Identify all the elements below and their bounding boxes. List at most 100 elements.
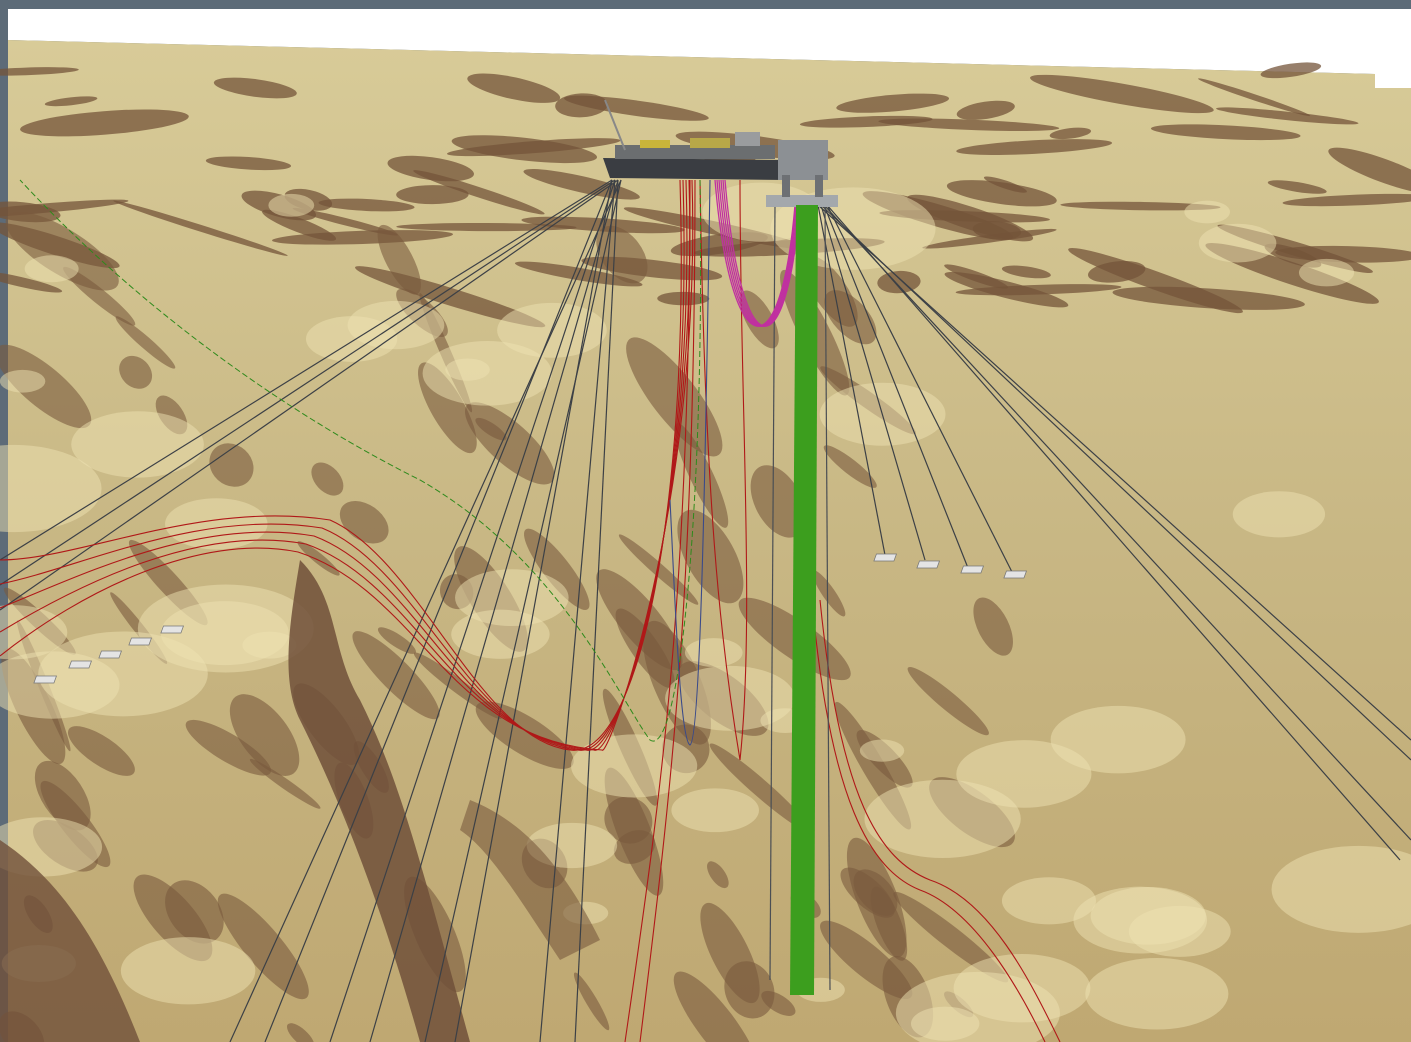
mooring-line	[424, 179, 622, 1042]
dark-patch	[286, 1023, 315, 1042]
light-patch	[671, 788, 759, 833]
dark-patch	[604, 796, 653, 844]
light-patch	[1184, 200, 1231, 224]
dark-patch	[677, 509, 744, 604]
dark-patch	[946, 180, 1057, 207]
turret-base	[766, 195, 838, 207]
dark-patch	[0, 271, 63, 293]
mooring-line	[823, 204, 1411, 841]
mooring-line	[574, 179, 619, 1042]
dark-patch	[944, 271, 1069, 308]
turret-leg	[815, 175, 823, 197]
riser-bundle	[790, 205, 818, 995]
dark-patch	[1068, 248, 1243, 314]
dark-patch	[377, 627, 416, 654]
light-patch	[24, 255, 79, 283]
light-patch	[0, 605, 68, 660]
dark-patch	[922, 228, 1057, 249]
ridge	[288, 560, 470, 1042]
crane	[604, 99, 626, 151]
dark-patch	[564, 95, 709, 121]
light-patch	[165, 498, 268, 550]
lines	[0, 179, 1411, 1042]
dark-patch	[67, 726, 135, 776]
dark-patch	[709, 743, 811, 833]
dark-patch	[1260, 62, 1322, 79]
module	[735, 132, 760, 146]
dark-patch	[249, 758, 321, 809]
template	[916, 560, 941, 569]
light-patch	[451, 609, 550, 659]
dark-patch	[63, 266, 136, 326]
light-patch	[864, 779, 1021, 858]
light-patch	[1232, 491, 1326, 538]
ridge	[0, 840, 140, 1042]
module	[690, 138, 730, 148]
dark-patch	[44, 96, 98, 107]
light-patch	[859, 739, 905, 762]
dark-patch	[1328, 147, 1411, 194]
dark-patch	[799, 115, 933, 128]
dark-patch	[119, 355, 153, 389]
dark-patch	[1060, 201, 1221, 211]
dark-patch	[1001, 265, 1051, 279]
dark-patch	[750, 465, 806, 538]
mooring-line	[0, 179, 616, 586]
dark-patch	[1267, 180, 1327, 194]
mooring-line	[329, 179, 616, 1042]
riser	[824, 204, 831, 991]
light-patch	[38, 631, 208, 717]
mooring-line	[539, 179, 616, 1042]
dark-patch	[0, 67, 79, 76]
template	[873, 553, 898, 562]
riser	[811, 599, 1046, 1042]
dark-patch	[311, 462, 344, 496]
turret-leg	[782, 175, 790, 197]
light-patch	[242, 631, 297, 659]
dark-patch	[573, 972, 610, 1031]
mooring-line	[817, 204, 1411, 741]
template	[128, 637, 153, 646]
light-patch	[422, 340, 552, 406]
ridge	[460, 800, 600, 960]
turret	[778, 140, 828, 180]
template	[1003, 570, 1028, 579]
dark-patch	[217, 893, 309, 1000]
mooring-line	[454, 179, 613, 1042]
light-patch	[0, 444, 102, 533]
light-patch	[1298, 258, 1355, 287]
template	[960, 565, 985, 574]
dark-patch	[213, 77, 297, 99]
dark-patch	[0, 199, 129, 219]
dark-patch	[812, 570, 846, 617]
light-patch	[910, 1006, 980, 1041]
template	[160, 625, 185, 634]
module	[640, 140, 670, 148]
mooring-line	[820, 204, 1411, 761]
light-patch	[71, 411, 204, 478]
mooring-line	[820, 204, 926, 561]
mooring-line	[264, 179, 613, 1042]
dark-patch	[739, 290, 779, 349]
riser	[669, 179, 711, 746]
dark-patch	[836, 93, 950, 113]
light-patch	[120, 937, 256, 1005]
dark-patch	[292, 207, 398, 236]
riser	[624, 179, 691, 1042]
dark-patch	[1282, 193, 1411, 207]
dark-patch	[521, 216, 685, 234]
dark-patch	[318, 198, 415, 212]
mooring-line	[229, 179, 622, 1042]
dark-patch	[973, 597, 1013, 656]
dark-patch	[1197, 78, 1311, 117]
template	[68, 660, 93, 669]
catenary	[724, 179, 801, 327]
light-patch	[1050, 705, 1186, 774]
light-patch	[526, 822, 618, 869]
dark-patch	[413, 170, 545, 215]
dark-patch	[823, 445, 877, 488]
dark-patch	[707, 861, 729, 889]
light-patch	[1198, 223, 1277, 263]
